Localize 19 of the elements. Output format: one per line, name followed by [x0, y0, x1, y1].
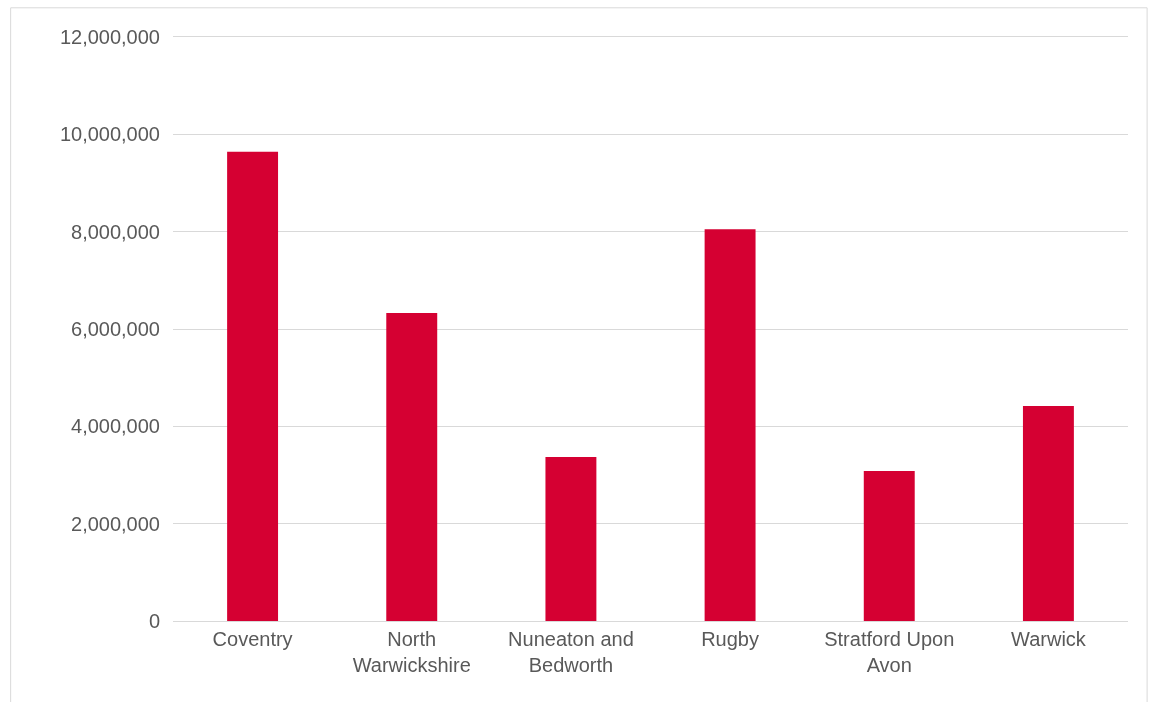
bar: [545, 456, 597, 621]
x-tick-label: Coventry: [212, 628, 293, 651]
y-tick-label: 2,000,000: [71, 512, 160, 535]
x-tick-label: Rugby: [701, 628, 759, 651]
y-tick-label: 4,000,000: [71, 415, 160, 438]
bar: [386, 312, 438, 621]
bar: [227, 151, 279, 621]
x-tick-label: Stratford Upon Avon: [824, 628, 955, 677]
y-tick-label: 10,000,000: [59, 123, 160, 146]
x-tick-label: Warwick: [1011, 628, 1087, 651]
x-tick-label: Nuneaton and Bedworth: [508, 628, 634, 677]
y-tick-label: 8,000,000: [71, 220, 160, 243]
bar: [1022, 405, 1074, 621]
y-tick-label: 12,000,000: [59, 26, 160, 48]
bar: [863, 471, 915, 621]
y-tick-label: 0: [148, 610, 160, 632]
y-tick-label: 6,000,000: [71, 318, 160, 340]
bar: [704, 229, 756, 621]
x-tick-label: North Warwickshire: [352, 628, 471, 677]
